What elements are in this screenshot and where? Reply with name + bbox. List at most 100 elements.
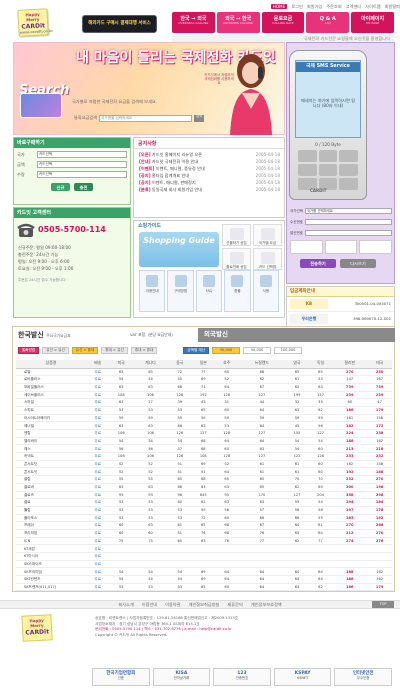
nav-outgoing[interactable]: 한국 → 외국 OVERSEAS CALLING: [172, 12, 215, 33]
buy-new-button[interactable]: 신규: [51, 183, 70, 191]
product-name[interactable]: 예스: [16, 444, 86, 454]
table-row[interactable]: 프레쉬 무료 60 63 61 65 68 67 64 61 270 268: [16, 521, 392, 530]
table-row[interactable]: 커넥트 무료 106 106 126 108 128 127 122 128 233 232: [16, 452, 392, 461]
table-row[interactable]: 스피트 무료 53 53 53 65 60 64 63 62 186 179: [16, 406, 392, 415]
filter-landline-landline[interactable]: 유선 > 유선: [42, 347, 69, 354]
amount-30000[interactable]: 30,000: [212, 347, 241, 354]
filter-mobile-mobile[interactable]: 휴대 > 휴대: [130, 347, 158, 354]
logo[interactable]: Happy Merry CARDit www.cardit.co.kr: [17, 8, 53, 37]
product-name[interactable]: 스마일: [16, 398, 86, 407]
notice-title[interactable]: 공지사항: [134, 138, 284, 149]
table-row[interactable]: 튤립 무료 53 53 53 59 56 57 56 58 197 178: [16, 506, 392, 515]
shopping-guide-banner[interactable]: Shopping Guide: [139, 232, 219, 267]
product-name[interactable]: ICN: [16, 537, 86, 546]
topnav-sitemap[interactable]: 사이트맵: [365, 3, 381, 9]
guide-card-link[interactable]: 카드 선택법: [253, 248, 282, 271]
sms-reset-button[interactable]: 다시쓰기: [340, 259, 376, 268]
top-banner[interactable]: 해외카드 구매시 결제대행 서비스: [82, 15, 157, 33]
product-name[interactable]: 스피트: [16, 406, 86, 415]
footer-link-terms[interactable]: 이용약관: [165, 601, 181, 607]
nav-rates[interactable]: 문로요금 CALLING RATE: [261, 12, 305, 33]
table-row[interactable]: 로얄 무료 63 65 72 77 65 68 65 65 270 250: [16, 368, 392, 377]
product-name[interactable]: KT세븐: [16, 544, 86, 553]
table-row[interactable]: 로비플러스 무료 54 54 50 69 52 62 61 53 147 167: [16, 375, 392, 384]
table-row[interactable]: SK프렌즈(011,017) 무료 53 53 53 65 60 64 63 62 186 179: [16, 583, 392, 592]
footer-link-privacy[interactable]: 개인정보취급방침: [188, 601, 220, 607]
footer-link-policy[interactable]: 개인정보보호정책: [250, 601, 282, 607]
footer-link-about[interactable]: 회사소개: [118, 601, 134, 607]
topnav-login[interactable]: 로그인: [291, 3, 303, 9]
footer-link-guide[interactable]: 이용안내: [141, 601, 158, 607]
table-row[interactable]: 클로즈 무료 93 93 96 845 95 170 127 204 358 298: [16, 491, 392, 500]
cert-badge[interactable]: 한국기업연합회 인증: [92, 668, 150, 686]
topnav-join[interactable]: 회원가입: [306, 3, 323, 9]
top-button[interactable]: TOP: [372, 601, 394, 608]
product-name[interactable]: 클로버: [16, 483, 86, 492]
sms-message-input[interactable]: 메세지는 여기에 입력하시면 됩니다 (80자 이내): [300, 98, 356, 109]
product-name[interactable]: SK프리미엄: [16, 567, 86, 577]
nav-qna[interactable]: Q & A FAQ: [306, 12, 350, 33]
notice-item[interactable]: [공지] 이벤트, 매니멀, 판매정지 2005-04-18: [139, 180, 280, 185]
nav-incoming[interactable]: 외국 → 한국 INCOMING CALLING: [216, 12, 260, 33]
table-row[interactable]: SK프리미엄 무료 54 54 54 69 64 64 64 64 188 162: [16, 567, 392, 577]
amount-100000[interactable]: 100,000: [274, 347, 303, 354]
guide-item-usage[interactable]: 이용안내: [139, 270, 166, 312]
guide-item-use[interactable]: 사용: [252, 270, 280, 312]
product-name[interactable]: SK스마이즈: [16, 560, 86, 569]
product-name[interactable]: 튤립: [16, 506, 86, 515]
product-name[interactable]: 클로즈: [16, 491, 86, 500]
guide-item-refund[interactable]: 환불: [224, 270, 251, 312]
table-row[interactable]: 클럽 무료 55 55 65 68 65 65 70 70 232 270: [16, 475, 392, 484]
product-name[interactable]: 프레쉬: [16, 521, 86, 530]
product-name[interactable]: 로얄: [16, 368, 86, 377]
table-row[interactable]: 아시아&아메리카 무료 59 59 59 59 59 59 59 59 161 158: [16, 414, 392, 423]
table-row[interactable]: 예스 무료 56 56 57 68 60 63 54 60 213 218: [16, 444, 392, 454]
product-name[interactable]: 프리미엄: [16, 529, 86, 538]
product-name[interactable]: 아시아&아메리카: [16, 414, 86, 423]
table-row[interactable]: 프리미엄 무료 60 60 51 76 68 76 65 64 212 270: [16, 529, 392, 538]
rate-search-button[interactable]: 검색: [194, 114, 204, 122]
nav-mypage[interactable]: 마이페이지 MY PAGE: [351, 12, 394, 33]
product-name[interactable]: KT아시아: [16, 552, 86, 561]
sms-receiver-input[interactable]: [304, 219, 392, 225]
product-name[interactable]: 쿨로: [16, 498, 86, 507]
table-row[interactable]: 클로버 무료 63 63 66 63 63 65 62 60 200 198: [16, 483, 392, 492]
filter-method[interactable]: 통화방법: [18, 347, 40, 354]
product-name[interactable]: 엘리바이: [16, 437, 86, 446]
buy-amount-select[interactable]: 카드선택: [37, 161, 127, 168]
table-row[interactable]: 쿨로 무료 53 53 60 61 63 63 55 54 194 184: [16, 498, 392, 507]
footer-link-partner[interactable]: 제휴문의: [227, 601, 243, 607]
filter-mobile-landline[interactable]: 휴대 > 유선: [101, 347, 128, 354]
topnav-order[interactable]: 주문조회: [326, 3, 342, 9]
product-name[interactable]: 로비플러스: [16, 375, 86, 384]
cert-badge[interactable]: KISA 전자상거래: [152, 668, 211, 686]
buy-charge-button[interactable]: 충전: [74, 183, 93, 191]
table-row[interactable]: 에너빌 무료 63 63 66 63 53 64 45 56 182 172: [16, 421, 392, 430]
notice-item[interactable]: [분류] 동일국제 회사 회원가입 안내 2005-04-18: [139, 187, 280, 192]
sms-country-select[interactable]: 국가를 선택하세요: [304, 208, 392, 214]
guide-gift-link[interactable]: 선물하기 상담: [222, 224, 251, 247]
rate-search-input[interactable]: 국가명을 입력하세요: [99, 114, 192, 122]
table-row[interactable]: SKT컨텐츠 무료 54 54 54 69 64 64 64 64 188 162: [16, 575, 392, 584]
table-row[interactable]: 콘서트잇 무료 52 52 51 51 64 61 61 60 192 188: [16, 467, 392, 477]
guide-phone-link[interactable]: 홀로전화 상담: [222, 248, 251, 271]
topnav-customer[interactable]: 고객센터: [345, 3, 362, 9]
notice-item[interactable]: [안내] 카드잇 국제전화 이용 안내 2005-04-18: [139, 159, 280, 164]
buy-country-select[interactable]: 카드선택: [37, 151, 127, 158]
cert-badge[interactable]: 인터넷안전 우수인증: [334, 668, 392, 686]
guide-item-faq[interactable]: FAQ: [195, 270, 223, 312]
notice-item[interactable]: [이벤트] 이벤트, 매니멀, 풍유정 안내 2005-04-18: [139, 166, 280, 171]
table-row[interactable]: 모바일플러스 무료 63 63 66 71 64 67 62 63 739 739: [16, 383, 392, 392]
table-row[interactable]: 콘서트닷 무료 52 52 51 69 52 61 61 60 162 158: [16, 460, 392, 469]
guide-rate-link[interactable]: 국가별 요금: [253, 224, 282, 247]
product-name[interactable]: 폴리포스: [16, 514, 86, 523]
table-row[interactable]: 폴리포스 무료 53 53 53 72 60 66 66 55 185 192: [16, 514, 392, 523]
table-row[interactable]: KT세븐 무료: [16, 544, 392, 553]
table-row[interactable]: SK스마이즈 무료: [16, 560, 392, 569]
amount-50000[interactable]: 50,000: [243, 347, 272, 354]
filter-landline-mobile[interactable]: 유선 > 휴대: [71, 347, 99, 354]
cert-badge[interactable]: 123 인증번호: [213, 668, 271, 686]
product-name[interactable]: 에너빌: [16, 421, 86, 430]
product-name[interactable]: 모바일플러스: [16, 383, 86, 392]
table-row[interactable]: 엘리바이 무료 54 54 54 68 64 64 54 54 188 162: [16, 437, 392, 446]
